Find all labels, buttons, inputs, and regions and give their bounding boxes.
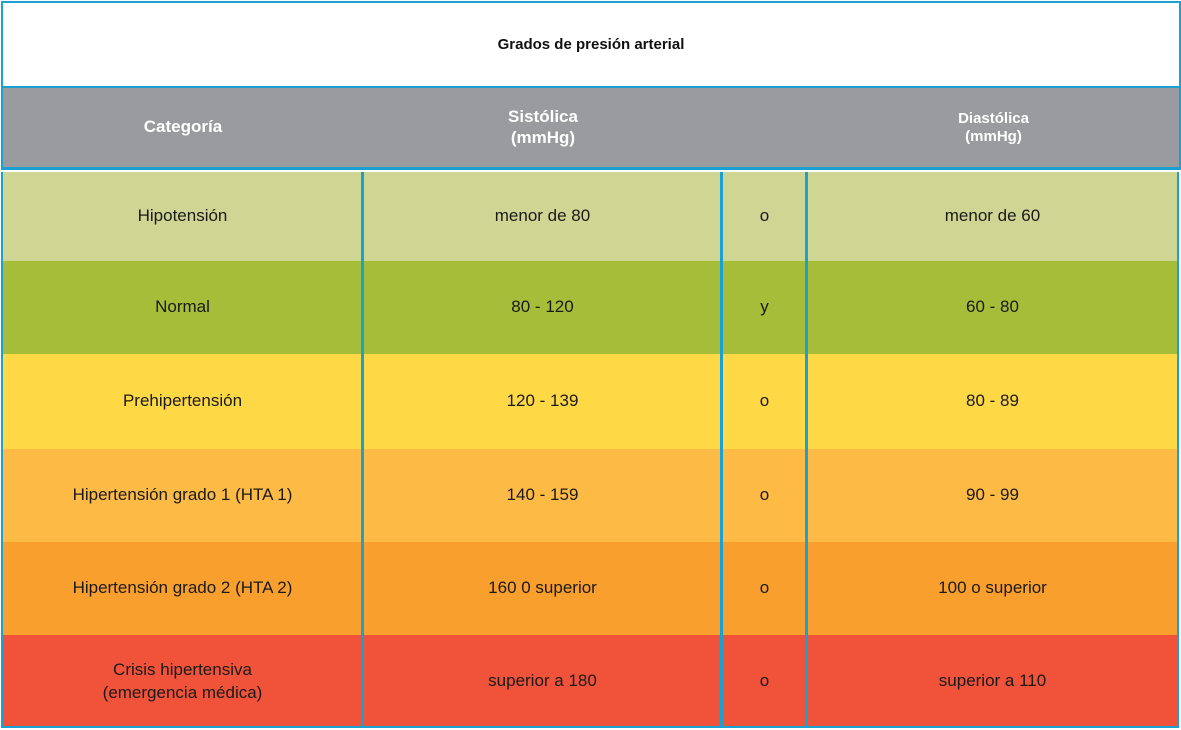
- cell-systolic: menor de 80: [494, 206, 591, 226]
- cell-category: Prehipertensión: [122, 391, 243, 411]
- cell-conjunction: o: [759, 391, 770, 411]
- table-row: Normal 80 - 120 y 60 - 80: [3, 261, 1177, 354]
- table-row: Crisis hipertensiva (emergencia médica) s…: [3, 635, 1177, 726]
- cell-diastolic: 90 - 99: [966, 485, 1019, 505]
- header-systolic: Sistólica (mmHg): [508, 107, 578, 147]
- table-row: Hipotensión menor de 80 o menor de 60: [3, 172, 1177, 261]
- column-divider: [805, 172, 808, 726]
- cell-systolic: 120 - 139: [506, 391, 579, 411]
- cell-conjunction: o: [759, 206, 770, 226]
- cell-category: Hipotensión: [137, 206, 228, 226]
- cell-conjunction: o: [759, 485, 770, 505]
- cell-conjunction: y: [760, 297, 769, 317]
- table-header-row: Categoría Sistólica (mmHg) Diastólica (mmH…: [1, 86, 1181, 170]
- cell-category: Hipertensión grado 1 (HTA 1): [72, 485, 293, 505]
- cell-systolic: 140 - 159: [506, 485, 579, 505]
- cell-diastolic: 60 - 80: [966, 297, 1019, 317]
- cell-systolic: superior a 180: [488, 671, 597, 691]
- cell-diastolic: superior a 110: [938, 671, 1047, 691]
- cell-category: Crisis hipertensiva (emergencia médica): [102, 660, 263, 702]
- cell-diastolic: 80 - 89: [966, 391, 1019, 411]
- table-row: Hipertensión grado 1 (HTA 1) 140 - 159 o…: [3, 449, 1177, 542]
- table-row: Hipertensión grado 2 (HTA 2) 160 0 super…: [3, 542, 1177, 635]
- cell-diastolic: menor de 60: [944, 206, 1041, 226]
- cell-category: Normal: [155, 297, 210, 317]
- header-diastolic: Diastólica (mmHg): [958, 109, 1029, 145]
- table-row: Prehipertensión 120 - 139 o 80 - 89: [3, 354, 1177, 449]
- cell-conjunction: o: [759, 671, 770, 691]
- header-category: Categoría: [143, 117, 223, 137]
- column-divider: [361, 172, 364, 726]
- cell-diastolic: 100 o superior: [938, 578, 1047, 598]
- table-body: Hipotensión menor de 80 o menor de 60 No…: [1, 172, 1179, 728]
- column-divider: [720, 172, 723, 726]
- cell-systolic: 160 0 superior: [488, 578, 597, 598]
- cell-category: Hipertensión grado 2 (HTA 2): [72, 578, 293, 598]
- table-title: Grados de presión arterial: [1, 1, 1181, 88]
- cell-conjunction: o: [759, 578, 770, 598]
- cell-systolic: 80 - 120: [511, 297, 574, 317]
